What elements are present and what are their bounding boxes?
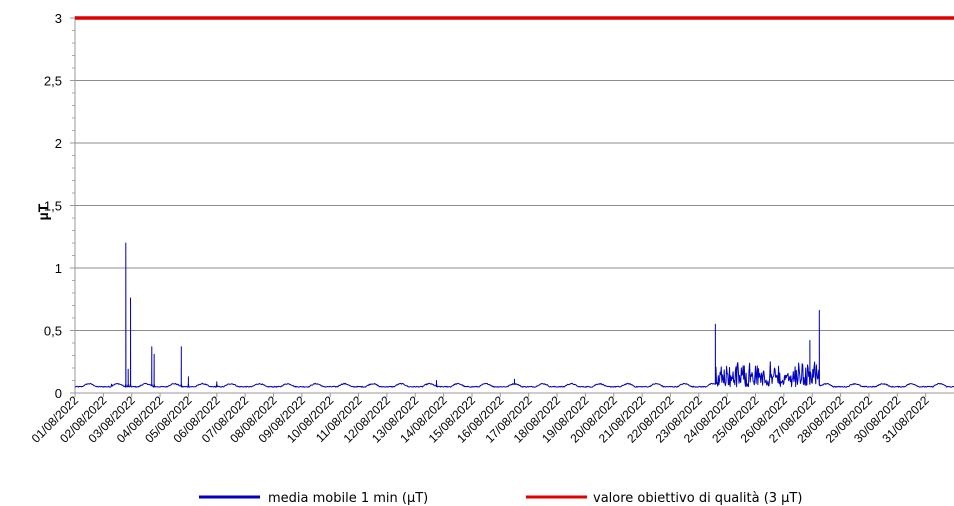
legend-label-valore-obiettivo: valore obiettivo di qualità (3 µT) — [593, 491, 802, 506]
series-line-media-mobile — [74, 242, 954, 388]
y-tick-label: 0 — [55, 386, 62, 401]
legend-label-media-mobile: media mobile 1 min (µT) — [268, 491, 428, 506]
y-axis-tick-labels: 0 0,5 1 1,5 2 2,5 3 — [44, 11, 75, 401]
y-axis-label: µT — [35, 203, 51, 220]
y-tick-label: 1,5 — [44, 199, 62, 214]
grid-lines — [75, 80, 954, 331]
x-axis-tick-labels: 01/08/202202/08/202203/08/202204/08/2022… — [29, 393, 932, 446]
y-tick-label: 2,5 — [44, 74, 62, 89]
y-tick-label: 1 — [55, 261, 62, 276]
y-tick-label: 0,5 — [44, 324, 62, 339]
y-tick-label: 3 — [55, 11, 62, 26]
legend: media mobile 1 min (µT) valore obiettivo… — [199, 491, 802, 506]
y-tick-label: 2 — [55, 136, 62, 151]
